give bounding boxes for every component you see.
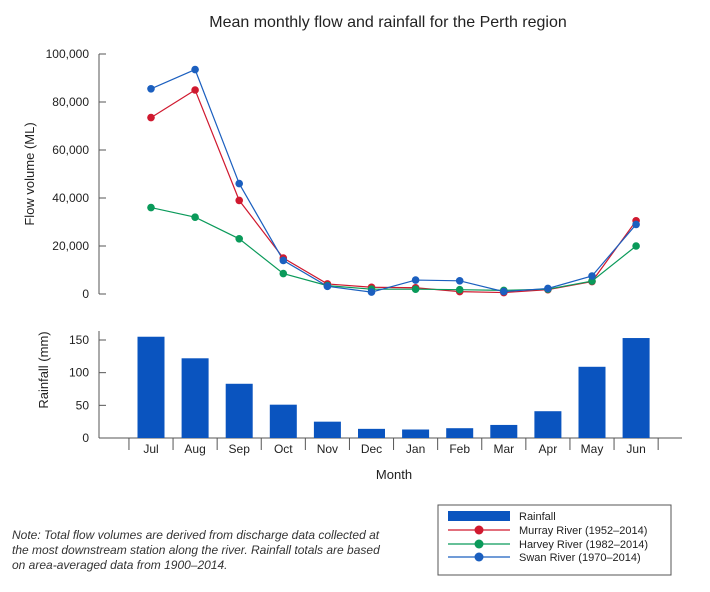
rainfall-bar	[358, 428, 385, 438]
flow-point	[191, 65, 199, 74]
x-tick-label: May	[581, 442, 604, 456]
flow-point	[632, 220, 640, 229]
flow-point	[147, 113, 155, 122]
rainfall-bar	[137, 336, 165, 438]
flow-tick-label: 40,000	[52, 191, 89, 205]
legend-rainfall-swatch	[448, 511, 510, 521]
flow-tick-label: 80,000	[52, 95, 89, 109]
flow-point	[455, 277, 464, 285]
rainfall-bar	[269, 404, 297, 438]
flow-tick-label: 60,000	[52, 143, 89, 157]
x-tick-label: Dec	[361, 442, 382, 456]
legend-series-marker	[474, 552, 484, 562]
rainfall-bar	[534, 411, 562, 438]
flow-series-line	[150, 68, 637, 293]
rainfall-bar	[446, 428, 474, 438]
flow-tick-label: 20,000	[52, 239, 89, 253]
rainfall-bar	[313, 421, 341, 438]
flow-y-axis: 0 20,000 40,000 60,000 80,000 100,000	[46, 47, 106, 301]
flow-lines	[147, 65, 640, 297]
flow-point	[588, 272, 596, 280]
x-tick-label: Mar	[493, 442, 514, 456]
x-tick-label: Feb	[449, 442, 470, 456]
legend-series-label: Swan River (1970–2014)	[519, 552, 641, 564]
flow-point	[323, 282, 332, 291]
flow-point	[235, 235, 243, 243]
legend-rainfall-label: Rainfall	[519, 511, 556, 523]
flow-point	[411, 285, 420, 294]
legend-series-marker	[474, 525, 484, 535]
rain-y-axis-label: Rainfall (mm)	[36, 331, 51, 408]
chart-note: Note: Total flow volumes are derived fro…	[12, 528, 380, 572]
rain-tick-label: 100	[69, 366, 89, 380]
x-tick-label: Sep	[229, 442, 251, 456]
flow-point	[279, 256, 288, 265]
x-tick-label: Jul	[143, 442, 158, 456]
flow-point	[632, 242, 640, 250]
legend-series-label: Murray River (1952–2014)	[519, 525, 647, 537]
flow-point	[455, 285, 464, 294]
x-axis-label: Month	[376, 467, 412, 482]
flow-point	[191, 213, 199, 221]
legend-series-marker	[474, 539, 484, 549]
rainfall-bar	[402, 429, 430, 438]
legend-series-label: Harvey River (1982–2014)	[519, 539, 648, 551]
rain-tick-label: 0	[82, 431, 89, 445]
x-tick-label: Apr	[539, 442, 558, 456]
flow-series-line	[150, 207, 637, 292]
flow-point	[367, 288, 376, 296]
rainfall-bar	[181, 358, 209, 438]
rainfall-bar	[225, 383, 253, 438]
x-tick-label: Oct	[274, 442, 293, 456]
flow-point	[235, 179, 243, 188]
flow-point	[191, 86, 199, 94]
flow-point	[500, 287, 508, 296]
rain-tick-label: 150	[69, 333, 89, 347]
flow-tick-label: 100,000	[46, 47, 90, 61]
x-tick-label: Jan	[406, 442, 425, 456]
flow-point	[147, 203, 155, 212]
rainfall-bar	[490, 424, 518, 438]
flow-tick-label: 0	[82, 287, 89, 301]
rainfall-bars	[137, 336, 650, 438]
chart-title: Mean monthly flow and rainfall for the P…	[209, 14, 567, 31]
rainfall-y-axis: 0 50 100 150	[69, 331, 106, 445]
flow-point	[544, 284, 552, 293]
x-tick-label: Nov	[317, 442, 338, 456]
x-tick-label: Aug	[184, 442, 205, 456]
x-tick-label: Jun	[626, 442, 645, 456]
month-x-axis: Jul Aug Sep Oct Nov Dec Jan Feb Mar Apr May Jun	[99, 437, 682, 456]
flow-point	[147, 85, 155, 93]
flow-point	[235, 196, 243, 205]
rain-tick-label: 50	[76, 398, 90, 412]
rainfall-bar	[622, 338, 650, 438]
rainfall-bar	[578, 366, 606, 438]
flow-series-line	[150, 89, 637, 294]
legend: Rainfall Murray River (1952–2014) Harvey R…	[437, 504, 672, 576]
flow-y-axis-label: Flow volume (ML)	[22, 122, 37, 225]
flow-point	[411, 276, 420, 284]
flow-point	[279, 269, 288, 278]
